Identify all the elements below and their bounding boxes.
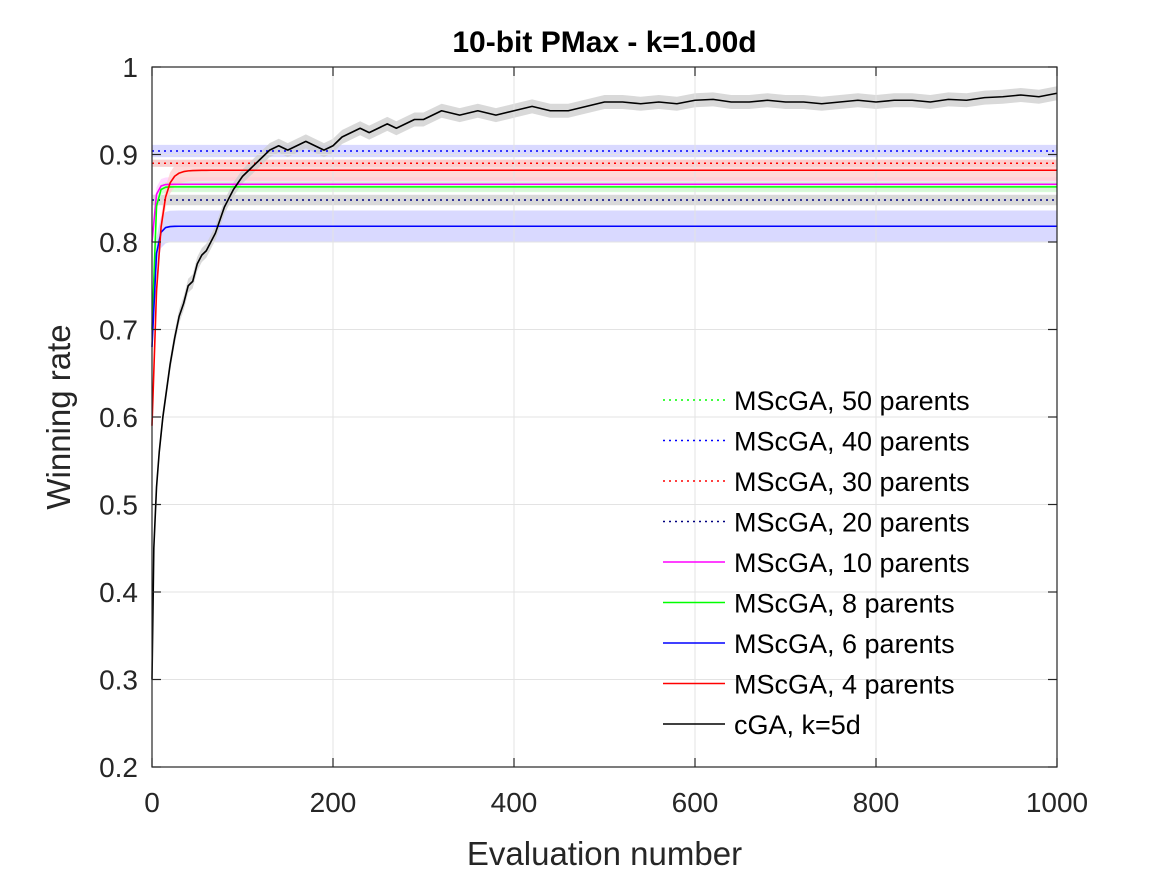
- x-tick-label: 800: [853, 787, 900, 818]
- x-tick-label: 1000: [1026, 787, 1088, 818]
- y-tick-label: 0.4: [99, 577, 138, 608]
- legend-entry-mscga-4-parents: MScGA, 4 parents: [663, 670, 955, 700]
- x-tick-label: 600: [672, 787, 719, 818]
- y-tick-label: 1: [122, 52, 138, 83]
- chart-title: 10-bit PMax - k=1.00d: [452, 26, 756, 59]
- legend-entry-mscga-6-parents: MScGA, 6 parents: [663, 629, 955, 659]
- axis-ticks: [151, 66, 1058, 768]
- band-mscga-20-parents: [152, 194, 1057, 206]
- legend-entry-mscga-20-parents: MScGA, 20 parents: [663, 508, 970, 538]
- legend-entry-cga-k-5d: cGA, k=5d: [663, 710, 861, 740]
- legend: MScGA, 50 parents MScGA, 40 parents MScGA,…: [663, 386, 970, 740]
- gridlines: [152, 67, 1057, 767]
- y-tick-label: 0.2: [99, 752, 138, 783]
- legend-label: MScGA, 20 parents: [734, 508, 970, 538]
- series-line-mscga-4-parents: [151, 169, 1057, 426]
- y-tick-labels: 0.2 0.3 0.4 0.5 0.6 0.7 0.8 0.9 1: [99, 52, 138, 783]
- legend-label: MScGA, 8 parents: [734, 589, 955, 619]
- y-tick-label: 0.3: [99, 665, 138, 696]
- legend-entry-mscga-10-parents: MScGA, 10 parents: [663, 548, 970, 578]
- x-tick-label: 0: [144, 787, 160, 818]
- legend-label: MScGA, 6 parents: [734, 629, 955, 659]
- x-tick-labels: 0 200 400 600 800 1000: [144, 787, 1088, 818]
- y-tick-label: 0.8: [99, 227, 138, 258]
- series-lines: [151, 92, 1058, 680]
- legend-label: MScGA, 10 parents: [734, 548, 970, 578]
- y-tick-label: 0.9: [99, 140, 138, 171]
- series-line-mscga-8-parents: [151, 186, 1057, 330]
- legend-label: MScGA, 50 parents: [734, 386, 970, 416]
- y-tick-label: 0.6: [99, 402, 138, 433]
- series-line-mscga-10-parents: [151, 183, 1057, 243]
- legend-label: MScGA, 40 parents: [734, 427, 970, 457]
- y-tick-label: 0.7: [99, 315, 138, 346]
- legend-entry-mscga-40-parents: MScGA, 40 parents: [663, 427, 970, 457]
- legend-label: cGA, k=5d: [734, 710, 861, 740]
- x-axis-title: Evaluation number: [467, 835, 742, 872]
- legend-entry-mscga-30-parents: MScGA, 30 parents: [663, 467, 970, 497]
- legend-entry-mscga-8-parents: MScGA, 8 parents: [663, 589, 955, 619]
- series-line-cga-k-5d: [151, 92, 1058, 680]
- series-line-mscga-6-parents: [151, 225, 1057, 348]
- legend-label: MScGA, 30 parents: [734, 467, 970, 497]
- x-tick-label: 200: [310, 787, 357, 818]
- legend-label: MScGA, 4 parents: [734, 670, 955, 700]
- legend-entry-mscga-50-parents: MScGA, 50 parents: [663, 386, 970, 416]
- band-mscga-6-parents: [152, 210, 1057, 363]
- x-tick-label: 400: [491, 787, 538, 818]
- y-axis-title: Winning rate: [40, 324, 77, 509]
- y-tick-label: 0.5: [99, 490, 138, 521]
